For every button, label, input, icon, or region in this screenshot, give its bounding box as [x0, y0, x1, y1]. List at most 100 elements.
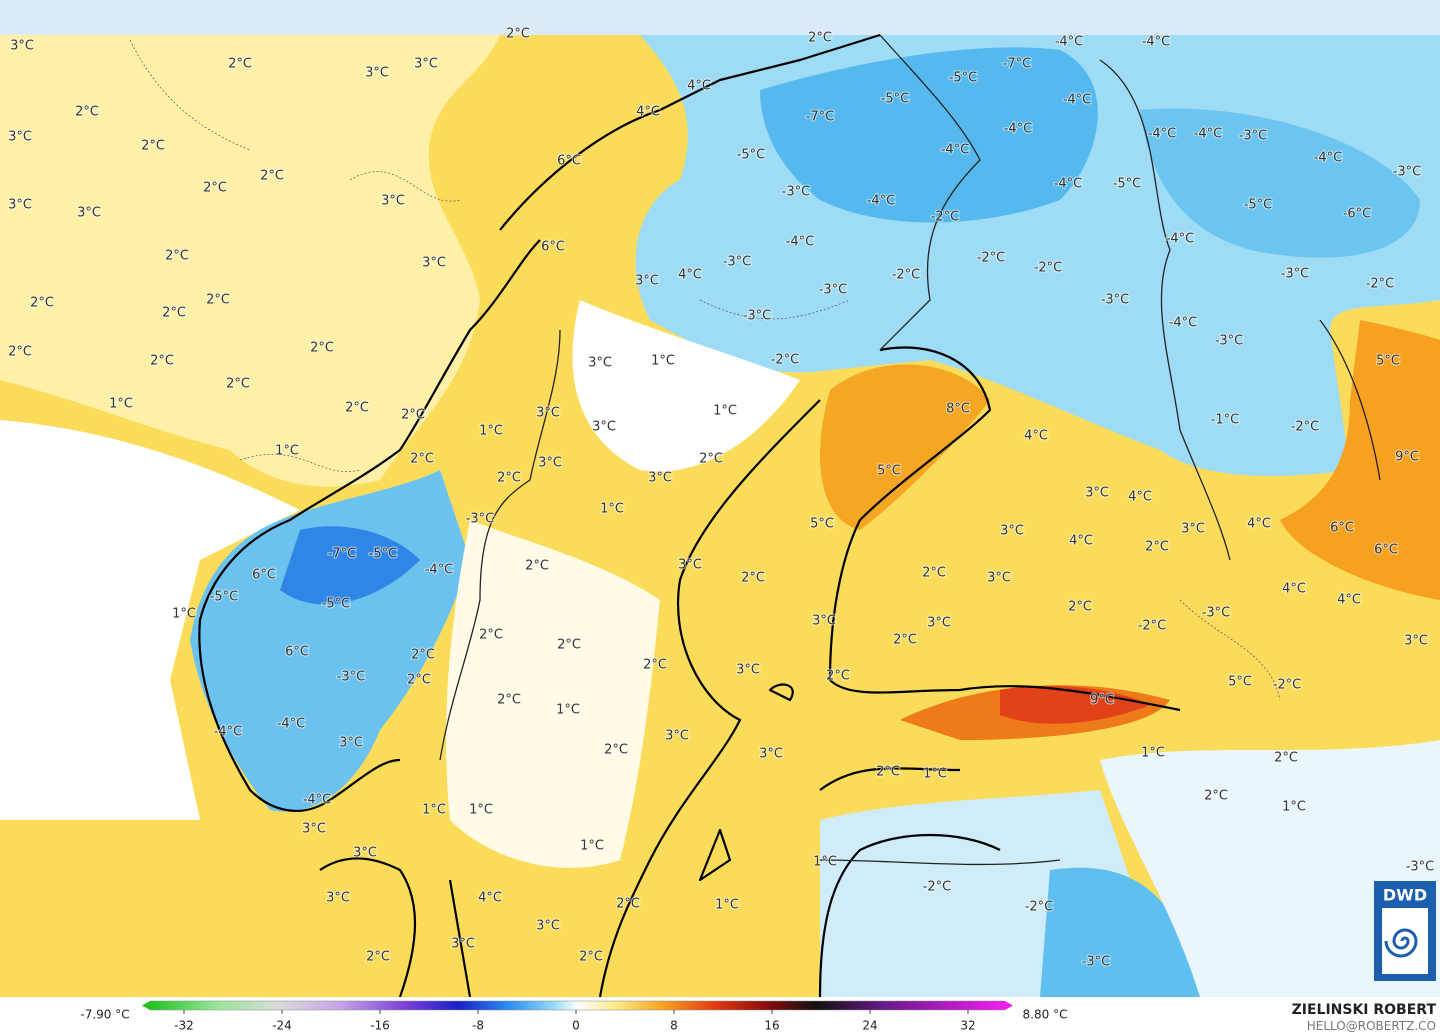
temperature-label: 4°C — [1282, 582, 1306, 597]
temperature-label: 5°C — [810, 517, 834, 532]
temperature-label: -6°C — [1343, 207, 1372, 222]
temperature-label: -5°C — [949, 71, 978, 86]
cold-zone-core — [760, 47, 1098, 223]
temperature-label: -3°C — [1215, 334, 1244, 349]
colorbar-min-arrow — [142, 1001, 150, 1010]
temperature-label: 2°C — [1068, 600, 1092, 615]
temperature-label: 2°C — [260, 169, 284, 184]
temperature-label: -3°C — [723, 255, 752, 270]
temperature-label: 1°C — [600, 502, 624, 517]
warm-core — [820, 364, 990, 530]
temperature-label: 2°C — [699, 452, 723, 467]
temperature-label: 2°C — [557, 638, 581, 653]
temperature-label: -3°C — [743, 309, 772, 324]
temperature-label: -5°C — [1113, 177, 1142, 192]
map-top-strip — [0, 0, 1440, 35]
temperature-label: -2°C — [931, 210, 960, 225]
temperature-label: 1°C — [275, 444, 299, 459]
temperature-label: 1°C — [172, 607, 196, 622]
temperature-label: -2°C — [923, 880, 952, 895]
temperature-label: 1°C — [715, 898, 739, 913]
temperature-label: 3°C — [1404, 634, 1428, 649]
cold-zone-core — [1140, 108, 1420, 258]
temperature-label: 2°C — [345, 401, 369, 416]
temperature-label: 2°C — [228, 57, 252, 72]
temperature-label: 3°C — [536, 406, 560, 421]
colorbar-tick-label: -8 — [472, 1019, 484, 1033]
temperature-label: -2°C — [1273, 678, 1302, 693]
temperature-label: 3°C — [736, 663, 760, 678]
temperature-label: 3°C — [365, 66, 389, 81]
temperature-label: -4°C — [1148, 127, 1177, 142]
temperature-label: -7°C — [1003, 57, 1032, 72]
temperature-label: 2°C — [410, 452, 434, 467]
temperature-label: -2°C — [1366, 277, 1395, 292]
credit-name: ZIELINSKI ROBERT — [1292, 1002, 1437, 1018]
temperature-label: -4°C — [1142, 35, 1171, 50]
colorbar-tick-label: 0 — [572, 1019, 580, 1033]
temperature-label: -3°C — [782, 185, 811, 200]
logo-text: DWD — [1383, 886, 1427, 905]
temperature-label: 2°C — [479, 628, 503, 643]
temperature-label: -7°C — [328, 547, 357, 562]
temperature-label: -3°C — [819, 283, 848, 298]
temperature-label: 4°C — [1247, 517, 1271, 532]
temperature-label: -3°C — [1101, 293, 1130, 308]
temperature-label: -3°C — [466, 512, 495, 527]
temperature-label: -2°C — [1025, 900, 1054, 915]
colorbar-max-arrow — [1005, 1001, 1013, 1010]
temperature-label: 3°C — [678, 558, 702, 573]
temperature-label: 3°C — [648, 471, 672, 486]
temperature-label: -5°C — [881, 92, 910, 107]
temperature-label: 2°C — [206, 293, 230, 308]
temperature-label: 3°C — [759, 747, 783, 762]
temperature-label: -4°C — [277, 717, 306, 732]
temperature-label: -4°C — [941, 143, 970, 158]
logo-spiral — [1384, 928, 1418, 958]
temperature-label: 2°C — [141, 139, 165, 154]
temperature-label: 3°C — [353, 846, 377, 861]
temperature-label: 4°C — [636, 105, 660, 120]
temperature-label: 2°C — [226, 377, 250, 392]
temperature-label: 3°C — [381, 194, 405, 209]
temperature-label: 6°C — [557, 154, 581, 169]
warm-core — [1000, 685, 1150, 724]
temperature-label: 3°C — [588, 356, 612, 371]
temperature-label: 3°C — [339, 736, 363, 751]
temperature-label: 2°C — [604, 743, 628, 758]
colorbar: -7.90 °C 8.80 °C -32 -24 -16 -8 0 8 16 24 32 — [80, 1000, 1068, 1033]
colorbar-max-label: 8.80 °C — [1023, 1008, 1068, 1022]
temperature-label: 1°C — [651, 354, 675, 369]
temperature-label: 2°C — [826, 669, 850, 684]
temperature-label: -2°C — [1291, 420, 1320, 435]
temperature-label: 4°C — [678, 268, 702, 283]
temperature-label: 2°C — [75, 105, 99, 120]
logo-panel — [1382, 908, 1428, 974]
temperature-label: 2°C — [893, 633, 917, 648]
temperature-label: 2°C — [165, 249, 189, 264]
colorbar-tick-label: -24 — [272, 1019, 292, 1033]
temperature-label: -3°C — [1406, 860, 1435, 875]
temperature-label: -5°C — [737, 148, 766, 163]
temperature-label: -3°C — [337, 670, 366, 685]
temperature-label: 1°C — [923, 767, 947, 782]
temperature-label: 2°C — [808, 31, 832, 46]
temperature-label: -2°C — [892, 268, 921, 283]
warm-zone — [0, 35, 500, 487]
temperature-label: -5°C — [1244, 198, 1273, 213]
temperature-label: 3°C — [302, 822, 326, 837]
temperature-label: 2°C — [407, 673, 431, 688]
temperature-label: 4°C — [1128, 490, 1152, 505]
temperature-label: -3°C — [1239, 129, 1268, 144]
temperature-label: -3°C — [1393, 165, 1422, 180]
colorbar-tick-label: -32 — [174, 1019, 194, 1033]
temperature-label: 1°C — [713, 404, 737, 419]
temperature-label: 2°C — [150, 354, 174, 369]
temperature-label: -2°C — [771, 353, 800, 368]
colorbar-tick-label: 16 — [764, 1019, 779, 1033]
temperature-label: 4°C — [1024, 429, 1048, 444]
temperature-label: 3°C — [665, 729, 689, 744]
map — [0, 0, 1440, 998]
